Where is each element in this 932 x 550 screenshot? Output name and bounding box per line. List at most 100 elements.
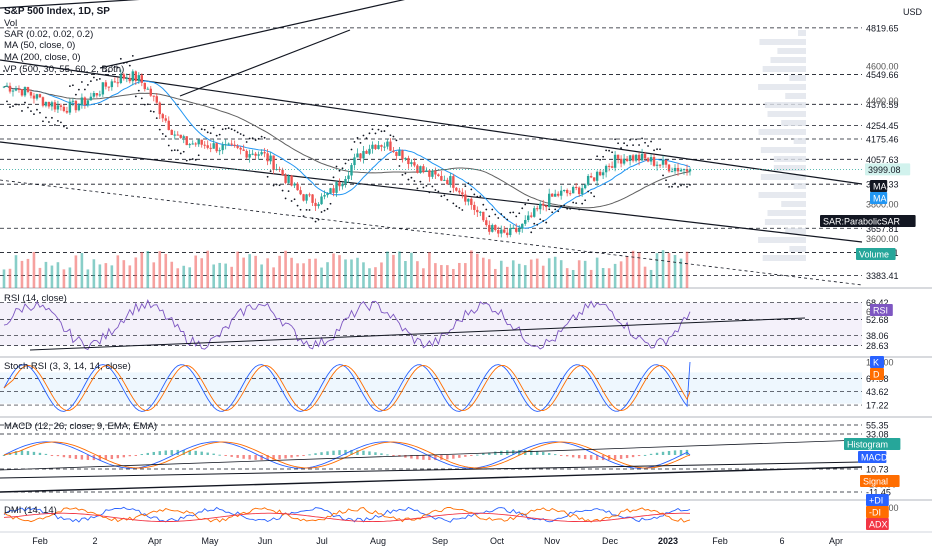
sar-dot bbox=[458, 207, 461, 209]
candle-body bbox=[143, 82, 146, 90]
sar-dot bbox=[518, 212, 521, 215]
candle-body bbox=[89, 96, 93, 101]
indicator-ma50-label[interactable]: MA (50, close, 0) bbox=[4, 40, 76, 51]
candle-body bbox=[359, 153, 362, 159]
sar-dot bbox=[392, 135, 395, 138]
sar-dot bbox=[230, 128, 233, 131]
sar-dot bbox=[554, 208, 557, 211]
sar-dot bbox=[272, 184, 275, 187]
volume-profile-bar bbox=[773, 156, 806, 162]
candle-body bbox=[661, 159, 665, 165]
candle-body bbox=[56, 105, 60, 110]
macd-histogram-bar bbox=[44, 453, 48, 455]
sar-tag: SAR:ParabolicSAR bbox=[820, 215, 916, 227]
sar-dot bbox=[344, 162, 347, 165]
trend-line bbox=[0, 0, 140, 9]
indicator-stoch-label[interactable]: Stoch RSI (3, 3, 14, 14, close) bbox=[4, 361, 131, 372]
sar-dot bbox=[623, 142, 625, 145]
volume-bar bbox=[547, 258, 551, 288]
sar-dot bbox=[530, 231, 533, 234]
candle-body bbox=[104, 82, 108, 87]
candle-body bbox=[470, 198, 473, 205]
sar-dot bbox=[275, 183, 278, 186]
macd-histogram-bar bbox=[494, 451, 497, 455]
volume-profile-bar bbox=[773, 165, 806, 171]
sar-dot bbox=[617, 142, 620, 145]
candle-body bbox=[146, 88, 149, 90]
indicator-vp-label[interactable]: VP (500, 30, 55, 60, 2, Both) bbox=[4, 64, 125, 75]
volume-bar bbox=[553, 256, 557, 288]
candle-body bbox=[565, 189, 569, 194]
sar-dot bbox=[317, 218, 320, 221]
price-level-label: 4057.63 bbox=[866, 155, 899, 165]
sar-dot bbox=[263, 136, 266, 139]
sar-dot bbox=[500, 213, 503, 215]
sar-dot bbox=[494, 213, 497, 216]
volume-bar bbox=[20, 260, 24, 288]
sar-dot bbox=[9, 106, 11, 108]
sar-dot bbox=[242, 134, 245, 137]
volume-bar bbox=[440, 265, 443, 288]
sar-dot bbox=[266, 175, 269, 178]
candle-body bbox=[284, 175, 287, 183]
candle-body bbox=[449, 176, 452, 185]
sar-dot bbox=[452, 202, 455, 205]
sar-dot bbox=[347, 159, 350, 161]
svg-text:MA: MA bbox=[873, 194, 887, 204]
indicator-rsi-label[interactable]: RSI (14, close) bbox=[4, 293, 67, 304]
volume-bar bbox=[200, 258, 204, 288]
candle-body bbox=[646, 158, 650, 162]
volume-bar bbox=[224, 263, 227, 288]
adx-tag: ADX bbox=[866, 518, 889, 530]
macd-histogram-bar bbox=[565, 455, 569, 457]
indicator-vol-label[interactable]: Vol bbox=[4, 18, 18, 29]
sar-dot bbox=[200, 128, 203, 131]
volume-bar bbox=[452, 268, 455, 288]
macd-histogram-bar bbox=[290, 455, 293, 458]
sar-dot bbox=[308, 209, 311, 211]
candle-body bbox=[485, 220, 488, 226]
sar-dot bbox=[560, 205, 563, 208]
sar-dot bbox=[479, 195, 482, 198]
sar-dot bbox=[128, 64, 131, 67]
time-axis-label: 6 bbox=[779, 536, 784, 546]
sar-dot bbox=[593, 195, 596, 198]
sar-dot bbox=[101, 65, 104, 68]
candle-body bbox=[128, 78, 132, 82]
sar-dot bbox=[536, 223, 539, 226]
indicator-dmi-label[interactable]: DMI (14, 14) bbox=[4, 505, 57, 516]
volume-profile-bar bbox=[767, 210, 806, 216]
sar-dot bbox=[338, 169, 341, 172]
candle-body bbox=[317, 204, 320, 207]
ma200-line bbox=[3, 85, 691, 209]
candle-body bbox=[254, 153, 257, 156]
volume-bar bbox=[206, 250, 210, 288]
sar-dot bbox=[173, 149, 176, 152]
candle-body bbox=[667, 164, 671, 172]
sar-dot bbox=[335, 165, 338, 168]
macd-histogram-bar bbox=[14, 451, 18, 455]
sar-dot bbox=[506, 218, 509, 221]
indicator-sar-label[interactable]: SAR (0.02, 0.02, 0.2) bbox=[4, 29, 94, 40]
volume-bar bbox=[44, 261, 48, 288]
volume-bar bbox=[32, 251, 36, 288]
ma200-tag: MA bbox=[870, 180, 888, 192]
macd-histogram-bar bbox=[248, 455, 251, 460]
sar-dot bbox=[329, 202, 332, 205]
indicator-ma200-label[interactable]: MA (200, close, 0) bbox=[4, 52, 81, 63]
sar-dot bbox=[671, 185, 673, 188]
macd-histogram-bar bbox=[110, 455, 114, 460]
candle-body bbox=[230, 143, 233, 145]
candle-body bbox=[188, 144, 191, 146]
volume-bar bbox=[458, 262, 461, 288]
ma50-line bbox=[3, 80, 691, 229]
volume-profile-bar bbox=[789, 246, 806, 252]
candle-body bbox=[353, 157, 356, 166]
volume-profile-bar bbox=[764, 219, 806, 225]
volume-bar bbox=[535, 258, 539, 288]
sar-dot bbox=[221, 128, 224, 131]
macd-histogram-bar bbox=[428, 455, 431, 461]
indicator-macd-label[interactable]: MACD (12, 26, close, 9, EMA, EMA) bbox=[4, 421, 158, 432]
sar-dot bbox=[491, 208, 494, 211]
candle-body bbox=[679, 169, 683, 172]
